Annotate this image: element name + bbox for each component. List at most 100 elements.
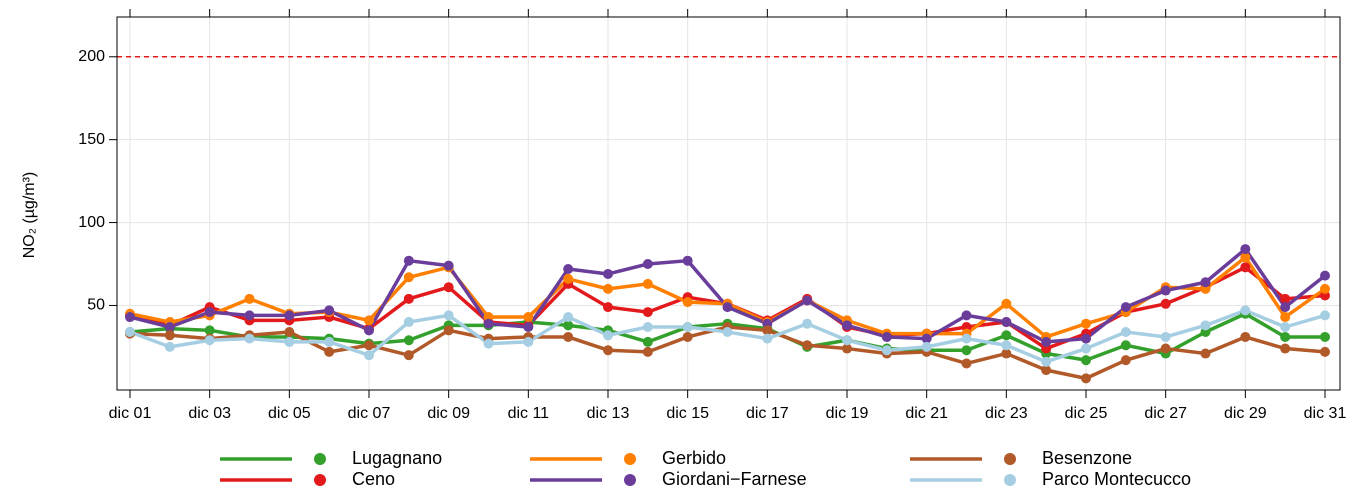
data-point bbox=[802, 295, 813, 306]
data-point bbox=[483, 318, 494, 329]
data-point bbox=[1240, 244, 1251, 255]
data-point bbox=[443, 260, 454, 271]
y-tick-label: 50 bbox=[87, 297, 105, 314]
data-point bbox=[364, 315, 374, 326]
data-point bbox=[1280, 293, 1291, 304]
data-point bbox=[284, 336, 295, 347]
data-point bbox=[603, 268, 613, 279]
data-point bbox=[603, 345, 613, 356]
data-point bbox=[1001, 330, 1012, 341]
x-tick-label: dic 11 bbox=[508, 405, 550, 422]
legend-marker bbox=[314, 474, 326, 486]
data-point bbox=[324, 346, 335, 357]
data-point bbox=[364, 350, 374, 361]
data-point bbox=[682, 297, 693, 308]
data-point bbox=[1081, 333, 1091, 344]
x-tick-label: dic 15 bbox=[666, 405, 709, 422]
data-point bbox=[443, 282, 454, 293]
data-point bbox=[284, 326, 295, 337]
data-point bbox=[1160, 285, 1171, 296]
data-point bbox=[403, 317, 414, 328]
data-point bbox=[1081, 318, 1091, 329]
data-point bbox=[563, 320, 574, 331]
data-point bbox=[125, 312, 135, 323]
data-point bbox=[1041, 356, 1052, 367]
legend-marker bbox=[1004, 474, 1016, 486]
legend-label: Besenzone bbox=[1042, 448, 1132, 468]
data-point bbox=[642, 322, 653, 333]
data-point bbox=[1001, 340, 1012, 351]
data-point bbox=[164, 330, 175, 341]
data-point bbox=[762, 333, 773, 344]
data-point bbox=[1081, 373, 1091, 384]
data-point bbox=[1280, 312, 1291, 323]
legend-label: Parco Montecucco bbox=[1042, 469, 1191, 489]
data-point bbox=[642, 336, 653, 347]
legend-marker bbox=[314, 453, 326, 465]
data-point bbox=[762, 325, 773, 336]
data-point bbox=[284, 310, 295, 321]
x-tick-label: dic 31 bbox=[1304, 405, 1347, 422]
data-point bbox=[1280, 331, 1291, 342]
x-tick-label: dic 21 bbox=[905, 405, 948, 422]
data-point bbox=[642, 278, 653, 289]
data-point bbox=[403, 335, 414, 346]
data-point bbox=[204, 307, 215, 318]
data-point bbox=[1120, 355, 1131, 366]
data-point bbox=[1280, 322, 1291, 333]
data-point bbox=[1320, 310, 1330, 321]
data-point bbox=[563, 263, 574, 274]
data-point bbox=[1240, 331, 1251, 342]
x-tick-label: dic 09 bbox=[427, 405, 470, 422]
x-tick-label: dic 03 bbox=[188, 405, 231, 422]
data-point bbox=[324, 305, 335, 316]
data-point bbox=[244, 310, 255, 321]
data-point bbox=[443, 325, 454, 336]
data-point bbox=[1160, 343, 1171, 354]
data-point bbox=[722, 302, 733, 313]
data-point bbox=[1120, 340, 1131, 351]
data-point bbox=[961, 310, 972, 321]
data-point bbox=[563, 331, 574, 342]
legend-marker bbox=[624, 453, 636, 465]
data-point bbox=[443, 310, 454, 321]
data-point bbox=[1120, 302, 1131, 313]
data-point bbox=[1320, 346, 1330, 357]
data-point bbox=[1200, 277, 1211, 288]
x-tick-label: dic 01 bbox=[109, 405, 152, 422]
data-point bbox=[642, 259, 653, 270]
data-point bbox=[961, 358, 972, 369]
legend-marker bbox=[624, 474, 636, 486]
x-tick-label: dic 05 bbox=[268, 405, 311, 422]
data-point bbox=[842, 343, 852, 354]
data-point bbox=[403, 293, 414, 304]
data-point bbox=[802, 340, 813, 351]
data-point bbox=[125, 326, 135, 337]
data-point bbox=[682, 322, 693, 333]
data-point bbox=[1081, 355, 1091, 366]
x-tick-label: dic 29 bbox=[1224, 405, 1267, 422]
data-point bbox=[722, 326, 733, 337]
data-point bbox=[1041, 365, 1052, 376]
data-point bbox=[842, 320, 852, 331]
data-point bbox=[523, 336, 534, 347]
data-point bbox=[1001, 298, 1012, 309]
data-point bbox=[204, 325, 215, 336]
data-point bbox=[921, 333, 932, 344]
y-axis-label: NO₂ (µg/m³) bbox=[21, 172, 38, 259]
data-point bbox=[364, 340, 374, 351]
data-point bbox=[1041, 336, 1052, 347]
data-point bbox=[961, 333, 972, 344]
data-point bbox=[523, 322, 534, 333]
data-point bbox=[1240, 262, 1251, 273]
data-point bbox=[563, 273, 574, 284]
legend-label: Giordani−Farnese bbox=[662, 469, 807, 489]
x-tick-label: dic 19 bbox=[826, 405, 869, 422]
data-point bbox=[483, 338, 494, 349]
x-tick-label: dic 07 bbox=[348, 405, 391, 422]
data-point bbox=[802, 318, 813, 329]
data-point bbox=[1320, 283, 1330, 294]
data-point bbox=[403, 350, 414, 361]
